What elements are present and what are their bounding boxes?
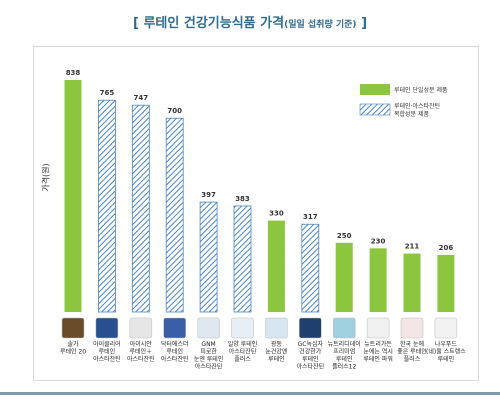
x-tick-label: GC녹십자 <box>298 340 324 348</box>
chart-title-main: [ 루테인 건강기능식품 가격 <box>132 16 285 31</box>
chart-title: [ 루테인 건강기능식품 가격(일일 섭취량 기준) ] <box>0 12 500 31</box>
x-tick-label: 눈에는 역시 <box>363 348 393 356</box>
product-image <box>366 317 390 339</box>
product-image <box>163 317 186 339</box>
bar <box>165 117 184 313</box>
x-tick-label: 건강한가 <box>299 348 322 356</box>
bar <box>301 223 320 313</box>
x-tick-label: 아스타잔틴 <box>296 363 324 371</box>
x-tick-label: 좋은 루테인 <box>397 348 427 356</box>
legend-label: 복합성분 제품 <box>394 110 430 118</box>
data-label: 206 <box>439 244 454 252</box>
x-tick-label: 루테인 파워 <box>363 355 393 363</box>
data-label: 317 <box>303 213 318 221</box>
product-image <box>197 317 220 339</box>
x-tick-label: 프리미엄 <box>333 348 355 356</box>
bar <box>233 205 252 313</box>
x-tick-label: 루테인 <box>166 348 183 356</box>
x-tick-label: 아이시안 <box>130 340 153 348</box>
x-tick-label: 나우푸드 <box>435 340 458 348</box>
bar <box>369 248 387 312</box>
x-tick-label: 아이클리어 <box>93 340 121 348</box>
legend-swatch-hatched <box>359 103 391 116</box>
x-tick-label: 눈엔 루테인 <box>194 355 224 363</box>
x-tick-label: 아스타잔틴 <box>93 355 121 363</box>
bar <box>267 220 285 312</box>
page-bottom-rule <box>0 392 500 395</box>
x-tick-label: 광동 <box>271 341 283 348</box>
x-tick-label: 뉴트리가든 <box>364 340 392 348</box>
bar <box>335 242 353 312</box>
x-tick-label: 루테인 <box>438 355 455 363</box>
x-tick-label: 아스타잔틴 <box>195 363 223 371</box>
x-tick-label: 플러스 <box>234 355 251 363</box>
data-label: 747 <box>133 94 148 102</box>
data-label: 838 <box>66 69 81 77</box>
x-tick-label: GNM <box>201 341 215 348</box>
x-tick-label: 루테인＋ <box>130 348 153 356</box>
chart-title-end: ] <box>356 16 368 31</box>
chart-title-sub: (일일 섭취량 기준) <box>284 20 357 30</box>
x-tick-label: 아스타잔틴 <box>229 348 257 356</box>
legend-label: 루테인 단일성분 제품 <box>394 86 448 94</box>
x-tick-label: 닥터에스더 <box>161 340 189 348</box>
bar <box>98 99 116 313</box>
x-tick-label: 루테인 <box>99 348 116 356</box>
product-image <box>231 317 254 339</box>
x-tick-label: 눈건강엔 <box>265 348 288 356</box>
product-image <box>434 317 458 339</box>
x-tick-label: 피로한 <box>200 348 217 356</box>
product-image <box>332 317 356 339</box>
x-tick-label: 루테인 20 <box>60 348 86 356</box>
x-tick-label: 루테인 <box>336 355 353 363</box>
bar <box>437 254 455 312</box>
x-tick-label: 뉴트리디데이 <box>328 340 361 348</box>
data-label: 397 <box>201 191 216 199</box>
x-tick-label: 한국 눈에 <box>400 340 424 348</box>
data-label: 211 <box>405 243 420 251</box>
product-image <box>265 317 288 339</box>
x-tick-label: 일양 루테인 <box>228 340 258 348</box>
legend-swatch-solid <box>360 84 390 95</box>
data-label: 230 <box>371 237 386 245</box>
data-label: 765 <box>100 89 115 97</box>
legend-label: 루테인·아스타잔틴 <box>394 102 440 110</box>
plot-area <box>52 62 472 312</box>
x-tick-label: 플러스 <box>404 355 421 363</box>
bar <box>64 80 82 312</box>
bar <box>131 104 150 313</box>
product-image <box>299 317 322 339</box>
x-tick-label: (네)울 스트렝스 <box>426 348 466 356</box>
product-image <box>95 317 119 339</box>
x-tick-label: 솔가 <box>67 340 79 348</box>
x-tick-label: 아스타잔틴 <box>161 355 189 363</box>
x-tick-label: 루테인 <box>268 355 285 363</box>
x-tick-label: 아스타잔틴 <box>127 355 155 363</box>
data-label: 250 <box>337 232 352 240</box>
chart-frame <box>33 46 479 381</box>
data-label: 330 <box>269 210 284 218</box>
data-label: 383 <box>235 195 250 203</box>
product-image <box>129 317 153 339</box>
product-image <box>400 317 424 339</box>
bar <box>199 201 218 313</box>
x-tick-label: 플러스12 <box>332 363 356 371</box>
x-tick-label: 루테인 <box>302 355 319 363</box>
product-image <box>61 317 85 339</box>
bar <box>403 253 421 312</box>
data-label: 700 <box>167 107 182 115</box>
